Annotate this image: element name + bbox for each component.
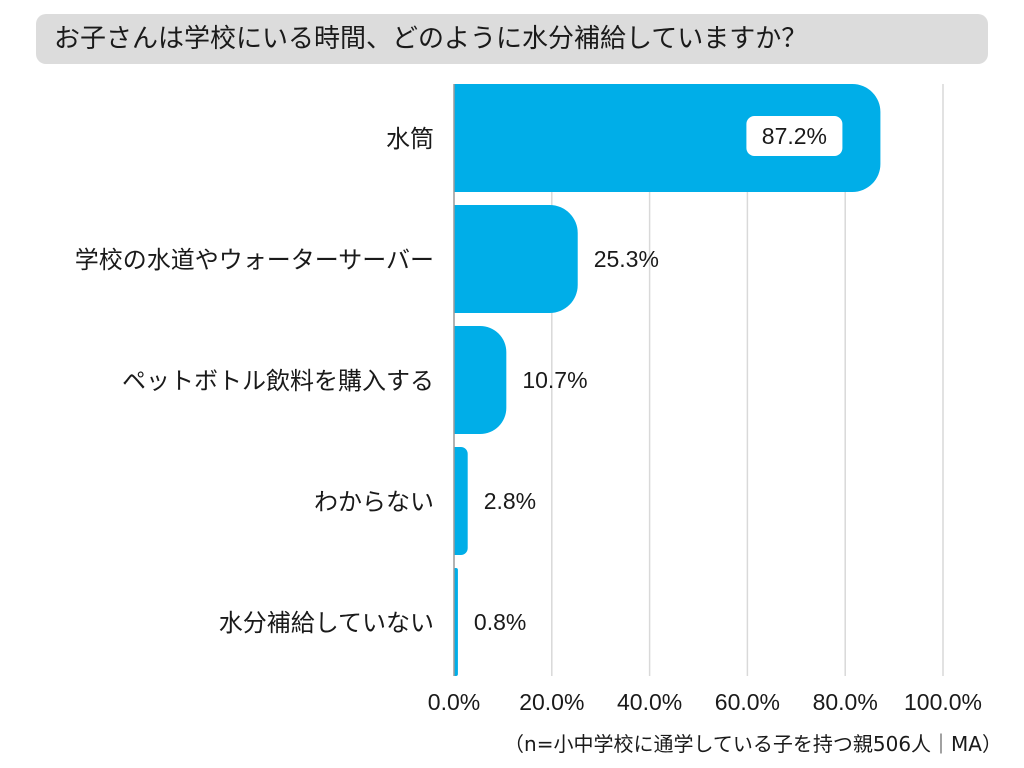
x-tick-label: 60.0% <box>715 689 780 715</box>
bar <box>454 326 507 434</box>
x-tick-label: 80.0% <box>813 689 878 715</box>
bar <box>454 84 881 192</box>
data-label: 2.8% <box>484 488 536 514</box>
data-label-bg <box>746 116 843 156</box>
bar <box>454 205 578 313</box>
data-label: 87.2% <box>762 123 827 149</box>
data-label: 10.7% <box>522 367 587 393</box>
x-tick-label: 0.0% <box>428 689 480 715</box>
category-label: 学校の水道やウォーターサーバー <box>75 246 434 274</box>
category-label: わからない <box>314 488 434 516</box>
data-label: 0.8% <box>474 609 526 635</box>
category-label: ペットボトル飲料を購入する <box>122 367 434 395</box>
sample-footnote: （n=小中学校に通学している子を持つ親506人｜MA） <box>504 732 1002 756</box>
x-tick-label: 40.0% <box>617 689 682 715</box>
bar <box>454 447 468 555</box>
bar <box>454 568 458 676</box>
category-label: 水筒 <box>386 125 434 153</box>
x-tick-label: 20.0% <box>519 689 584 715</box>
chart-title: お子さんは学校にいる時間、どのように水分補給していますか？ <box>54 24 808 54</box>
category-label: 水分補給していない <box>219 609 434 637</box>
x-tick-label: 100.0% <box>904 689 982 715</box>
title-banner: お子さんは学校にいる時間、どのように水分補給していますか？ <box>36 14 988 64</box>
data-label: 25.3% <box>594 246 659 272</box>
